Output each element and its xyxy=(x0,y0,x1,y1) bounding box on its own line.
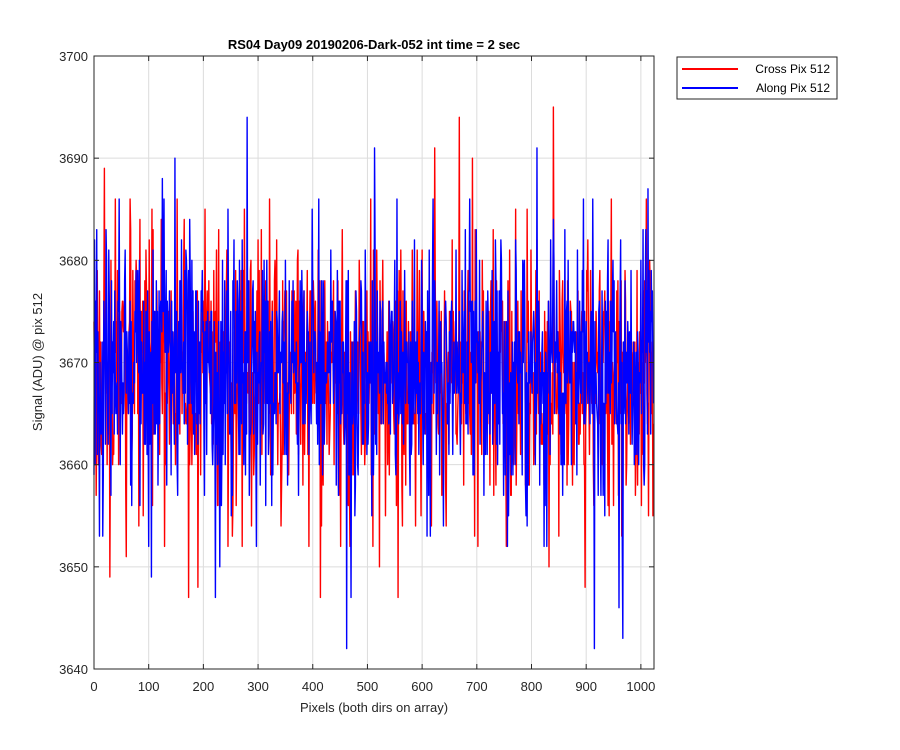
legend-label-cross-pix: Cross Pix 512 xyxy=(755,62,830,76)
x-tick-label: 700 xyxy=(466,679,488,694)
x-tick-label: 500 xyxy=(357,679,379,694)
y-tick-label: 3650 xyxy=(59,560,88,575)
x-tick-label: 400 xyxy=(302,679,324,694)
x-tick-label: 1000 xyxy=(626,679,655,694)
x-axis-label: Pixels (both dirs on array) xyxy=(300,700,448,715)
series-layer xyxy=(93,106,655,650)
series-line-along-pix-512 xyxy=(93,116,655,650)
y-tick-label: 3660 xyxy=(59,458,88,473)
y-tick-label: 3690 xyxy=(59,151,88,166)
legend: Cross Pix 512 Along Pix 512 xyxy=(676,56,838,100)
y-tick-label: 3700 xyxy=(59,49,88,64)
x-tick-label: 0 xyxy=(90,679,97,694)
x-tick-label: 900 xyxy=(575,679,597,694)
x-tick-label: 300 xyxy=(247,679,269,694)
y-axis-label: Signal (ADU) @ pix 512 xyxy=(30,293,45,431)
tick-marks xyxy=(93,55,654,670)
legend-box xyxy=(676,56,838,100)
y-tick-label: 3680 xyxy=(59,253,88,268)
y-tick-label: 3640 xyxy=(59,662,88,677)
chart-title: RS04 Day09 20190206-Dark-052 int time = … xyxy=(228,37,520,52)
x-tick-label: 800 xyxy=(521,679,543,694)
x-tick-label: 200 xyxy=(193,679,215,694)
y-tick-label: 3670 xyxy=(59,356,88,371)
legend-label-along-pix: Along Pix 512 xyxy=(756,81,830,95)
x-tick-label: 100 xyxy=(138,679,160,694)
x-tick-label: 600 xyxy=(411,679,433,694)
tick-labels: 0 100 200 300 400 500 600 700 800 900 1000 3640 3650… xyxy=(59,49,655,694)
